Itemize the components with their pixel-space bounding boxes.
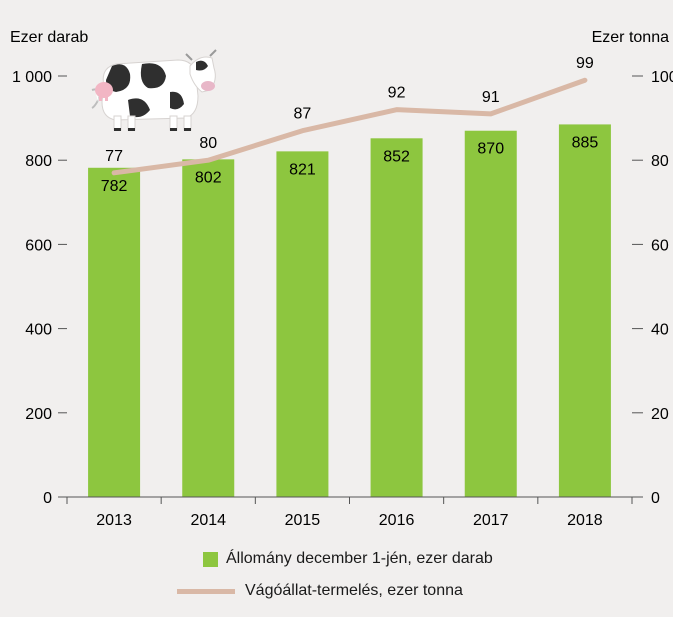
x-tick-label-2017: 2017 — [473, 512, 509, 529]
y-right-tick-label: 40 — [651, 322, 669, 339]
data-labels: 782 77 802 80 821 87 852 92 870 91 885 99 — [101, 55, 599, 195]
cow-icon — [91, 49, 217, 131]
bars — [88, 124, 611, 498]
y-right-tick-label: 20 — [651, 406, 669, 423]
legend-label-line: Vágóállat-termelés, ezer tonna — [245, 582, 463, 599]
bar-2014 — [182, 159, 235, 497]
y-right-tick-label: 80 — [651, 153, 669, 170]
x-tick-label-2015: 2015 — [285, 512, 321, 529]
left-axis-title: Ezer darab — [10, 29, 88, 46]
y-right-tick-label: 0 — [651, 490, 660, 507]
bar-label-2014: 802 — [195, 169, 222, 186]
bar-2018 — [558, 124, 611, 497]
y-left-tick-label: 0 — [43, 490, 52, 507]
y-left-tick-label: 800 — [25, 153, 52, 170]
line-path — [111, 77, 588, 176]
bar-label-2018: 885 — [572, 134, 599, 151]
bar-label-2017: 870 — [477, 141, 504, 158]
bar-2013 — [88, 167, 141, 497]
legend-swatch-line — [177, 588, 235, 594]
line-label-2013: 77 — [105, 148, 123, 165]
x-tick-label-2014: 2014 — [190, 512, 226, 529]
legend-swatch-bars — [203, 551, 218, 567]
legend-item-line: Vágóállat-termelés, ezer tonna — [177, 582, 463, 600]
bar-2015 — [276, 151, 329, 497]
line-label-2014: 80 — [199, 135, 217, 152]
bar-2016 — [370, 138, 423, 498]
line-label-2016: 92 — [388, 85, 406, 102]
line-label-2017: 91 — [482, 89, 500, 106]
y-left-tick-label: 600 — [25, 237, 52, 254]
legend-label-bars: Állomány december 1-jén, ezer darab — [226, 550, 493, 567]
line-label-2018: 99 — [576, 55, 594, 72]
y-right-tick-label: 100 — [651, 69, 673, 86]
x-tick-label-2016: 2016 — [379, 512, 415, 529]
legend-item-bars: Állomány december 1-jén, ezer darab — [203, 550, 493, 568]
x-tick-label-2018: 2018 — [567, 512, 603, 529]
y-left-tick-label: 200 — [25, 406, 52, 423]
bar-2017 — [464, 130, 517, 498]
line-series — [111, 77, 588, 176]
x-tick-label-2013: 2013 — [96, 512, 132, 529]
y-left-tick-label: 1 000 — [12, 69, 52, 86]
bar-label-2013: 782 — [101, 178, 128, 195]
line-label-2015: 87 — [294, 106, 312, 123]
y-left-tick-label: 400 — [25, 322, 52, 339]
right-axis-title: Ezer tonna — [592, 29, 669, 46]
y-right-tick-label: 60 — [651, 237, 669, 254]
bar-label-2016: 852 — [383, 148, 410, 165]
axes: 2013 2014 2015 2016 2017 2018 0 0 200 20 400 40 600 6… — [12, 69, 673, 529]
bar-label-2015: 821 — [289, 161, 316, 178]
